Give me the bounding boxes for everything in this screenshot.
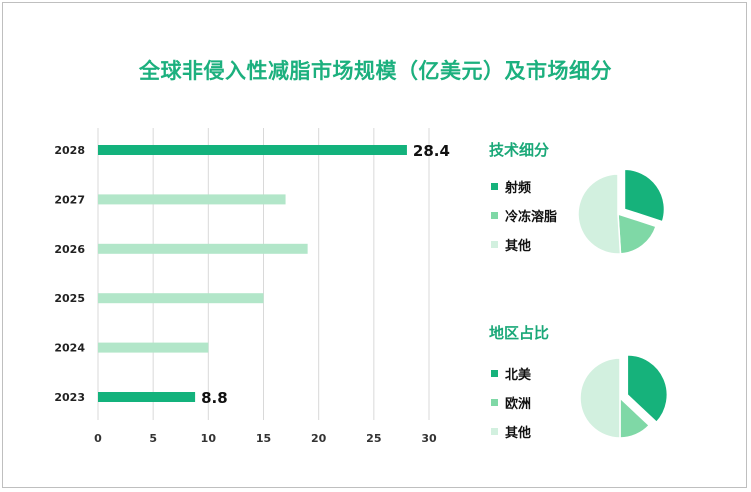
legend-swatch xyxy=(491,370,498,377)
legend-label: 其他 xyxy=(505,426,532,441)
bar xyxy=(98,243,308,254)
legend-label: 射频 xyxy=(505,181,532,196)
x-tick-label: 10 xyxy=(201,432,217,445)
legend-item-other: 其他 xyxy=(491,230,557,259)
bar xyxy=(98,145,407,155)
y-tick-label: 2027 xyxy=(54,193,85,206)
x-tick-label: 0 xyxy=(94,432,102,445)
legend-item-other: 其他 xyxy=(491,417,531,446)
tech-legend: 射频 冷冻溶脂 其他 xyxy=(491,172,557,259)
pie-slice xyxy=(626,354,669,424)
tech-segment-title: 技术细分 xyxy=(489,141,550,159)
tech-pie-chart xyxy=(577,168,666,255)
x-tick-label: 30 xyxy=(421,432,437,445)
pie-slice xyxy=(577,173,622,255)
bar xyxy=(98,293,264,304)
y-tick-label: 2024 xyxy=(54,342,85,355)
x-tick-label: 15 xyxy=(256,432,271,445)
pie-slice xyxy=(623,168,666,223)
x-tick-label: 25 xyxy=(366,432,381,445)
data-label: 8.8 xyxy=(201,389,228,407)
legend-swatch xyxy=(491,183,498,190)
bar xyxy=(98,342,209,353)
legend-swatch xyxy=(491,241,498,248)
legend-label: 冷冻溶脂 xyxy=(505,210,558,225)
legend-item-europe: 欧洲 xyxy=(491,388,531,417)
legend-item-cryo: 冷冻溶脂 xyxy=(491,201,557,230)
pie-slice xyxy=(617,212,657,255)
y-tick-label: 2028 xyxy=(54,144,85,157)
legend-label: 北美 xyxy=(505,368,532,383)
x-tick-label: 20 xyxy=(311,432,327,445)
region-segment-title: 地区占比 xyxy=(489,324,550,342)
bar xyxy=(98,194,286,205)
legend-swatch xyxy=(491,428,498,435)
region-pie-chart xyxy=(579,354,669,439)
legend-label: 其他 xyxy=(505,239,532,254)
y-tick-label: 2025 xyxy=(54,292,85,305)
chart-title: 全球非侵入性减脂市场规模（亿美元）及市场细分 xyxy=(139,59,612,83)
y-tick-label: 2023 xyxy=(54,391,85,404)
data-label: 28.4 xyxy=(413,142,450,160)
legend-swatch xyxy=(491,399,498,406)
y-tick-label: 2026 xyxy=(54,243,85,256)
bar xyxy=(98,392,196,402)
x-tick-label: 5 xyxy=(149,432,157,445)
region-legend: 北美 欧洲 其他 xyxy=(491,359,531,446)
legend-item-north-america: 北美 xyxy=(491,359,531,388)
legend-swatch xyxy=(491,212,498,219)
legend-label: 欧洲 xyxy=(505,397,532,412)
legend-item-rf: 射频 xyxy=(491,172,557,201)
pie-slice xyxy=(579,357,621,439)
